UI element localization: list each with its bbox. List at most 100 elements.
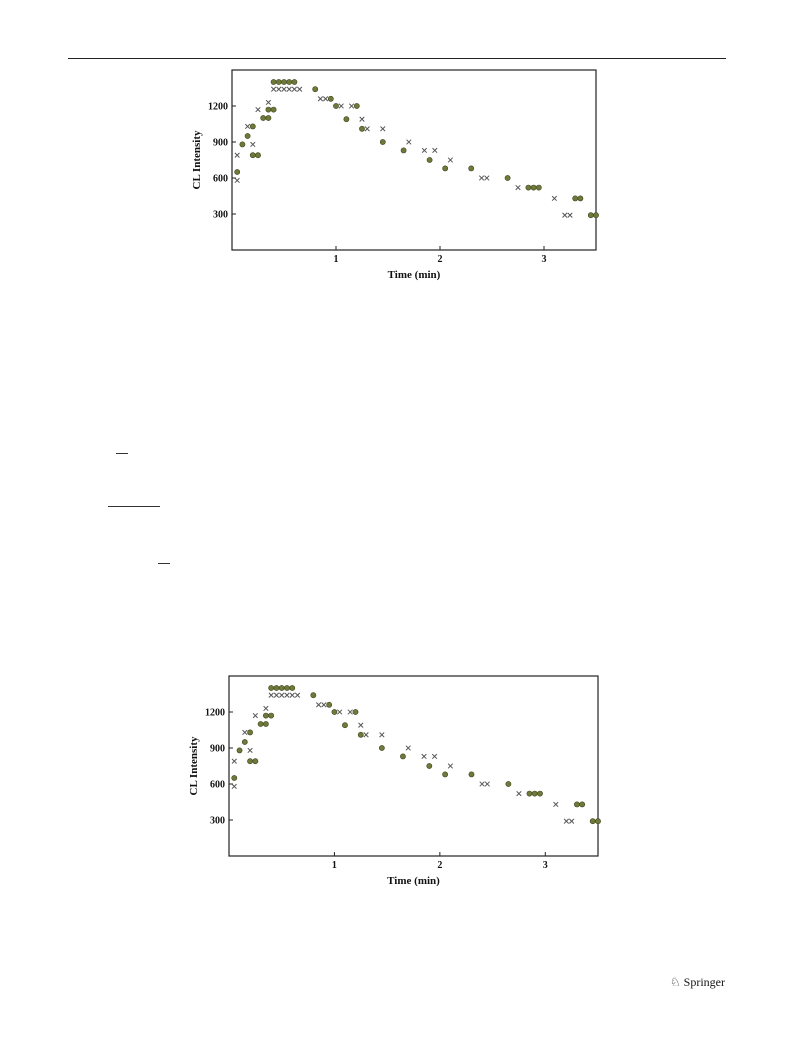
data-point-cross [265,99,272,106]
data-point-circle [426,763,433,769]
data-point-circle [241,739,248,745]
y-tick-label: 1200 [205,708,225,719]
cross-stroke [551,195,558,202]
cross-stroke [337,709,343,715]
equation-fraction-bar [108,506,160,507]
data-point-circle [281,79,287,85]
cross-stroke [447,763,454,769]
cross-stroke [421,147,428,154]
cross-stroke [347,709,353,715]
data-point-circle [595,818,601,825]
data-point-cross [322,96,329,102]
chart-svg: 1 2 3 300 600 900 1200 Time (min) CL Intensity [188,675,601,887]
equation-fraction-bar [116,453,128,454]
data-point-circle [327,95,334,102]
data-point-cross [338,103,344,109]
data-point-circle [342,722,348,729]
data-point-cross [348,103,355,109]
data-point-cross [315,702,322,708]
data-point-circle [252,758,259,765]
data-point-circle [505,781,512,787]
data-point-circle [359,125,365,132]
x-tick-label: 2 [437,860,442,871]
data-point-cross [484,175,490,181]
cross-stroke [484,175,490,181]
data-point-circle [312,86,319,93]
data-point-cross [273,692,280,698]
data-point-cross [268,692,274,698]
data-point-circle [249,152,256,159]
data-point-cross [296,86,303,92]
cross-stroke [234,152,240,158]
cross-stroke [562,212,568,218]
data-point-cross [255,106,261,113]
cross-stroke [265,99,272,106]
data-point-circle [587,212,594,219]
cross-stroke [296,86,303,92]
data-point-cross [234,152,240,158]
data-point-circle [525,184,532,191]
data-point-circle [270,79,277,85]
data-point-cross [479,781,485,787]
x-tick-label: 1 [334,254,339,265]
data-point-circle [579,801,586,808]
cross-stroke [294,692,301,698]
cross-stroke [364,126,370,132]
data-point-circle [257,721,264,727]
data-point-circle [286,79,293,85]
data-point-circle [268,685,275,691]
data-point-cross [562,212,568,218]
data-point-circle [265,106,272,113]
cross-stroke [322,96,329,102]
equation-fraction-bar [158,563,170,564]
cross-stroke [317,96,324,102]
y-tick-label: 900 [213,138,228,149]
cross-stroke [242,729,248,736]
data-point-cross [432,147,438,154]
data-point-circle [289,685,296,691]
chart-svg: 1 2 3 300 600 900 1200 Time (min) CL Intensity [191,69,599,281]
cross-stroke [479,781,485,787]
cross-stroke [405,745,411,751]
data-point-cross [321,702,327,708]
cross-stroke [553,801,559,808]
y-tick-label: 300 [210,816,225,827]
cross-stroke [268,692,274,698]
cross-stroke [289,692,295,698]
data-point-circle [255,152,261,159]
data-point-circle [378,745,385,751]
cross-stroke [363,732,369,738]
data-point-circle [249,123,256,130]
data-point-cross [553,801,559,808]
cross-stroke [281,86,287,92]
data-point-cross [231,783,237,790]
data-point-circle [442,165,449,172]
x-axis-label: Time (min) [387,875,440,887]
data-point-cross [516,790,522,797]
data-point-circle [352,709,359,715]
data-point-cross [447,157,454,163]
springer-horse-icon: ♘ [669,975,681,989]
y-tick-label: 1200 [208,102,228,113]
data-point-cross [294,692,301,698]
data-point-circle [589,818,596,825]
data-point-circle [535,184,542,191]
cross-stroke [516,790,522,797]
data-point-cross [380,126,386,132]
data-point-circle [379,139,386,145]
cross-stroke [431,753,438,760]
data-point-circle [284,685,290,691]
data-point-cross [286,86,292,92]
data-point-circle [357,731,364,738]
data-point-cross [447,763,454,769]
data-point-cross [242,729,248,736]
cross-stroke [432,147,438,154]
data-point-circle [400,147,407,154]
data-point-circle [273,685,280,691]
data-point-circle [275,79,282,85]
cross-stroke [338,103,344,109]
data-point-cross [405,745,411,751]
data-point-circle [577,195,584,202]
x-tick-label: 1 [332,860,337,871]
data-point-cross [478,175,485,181]
